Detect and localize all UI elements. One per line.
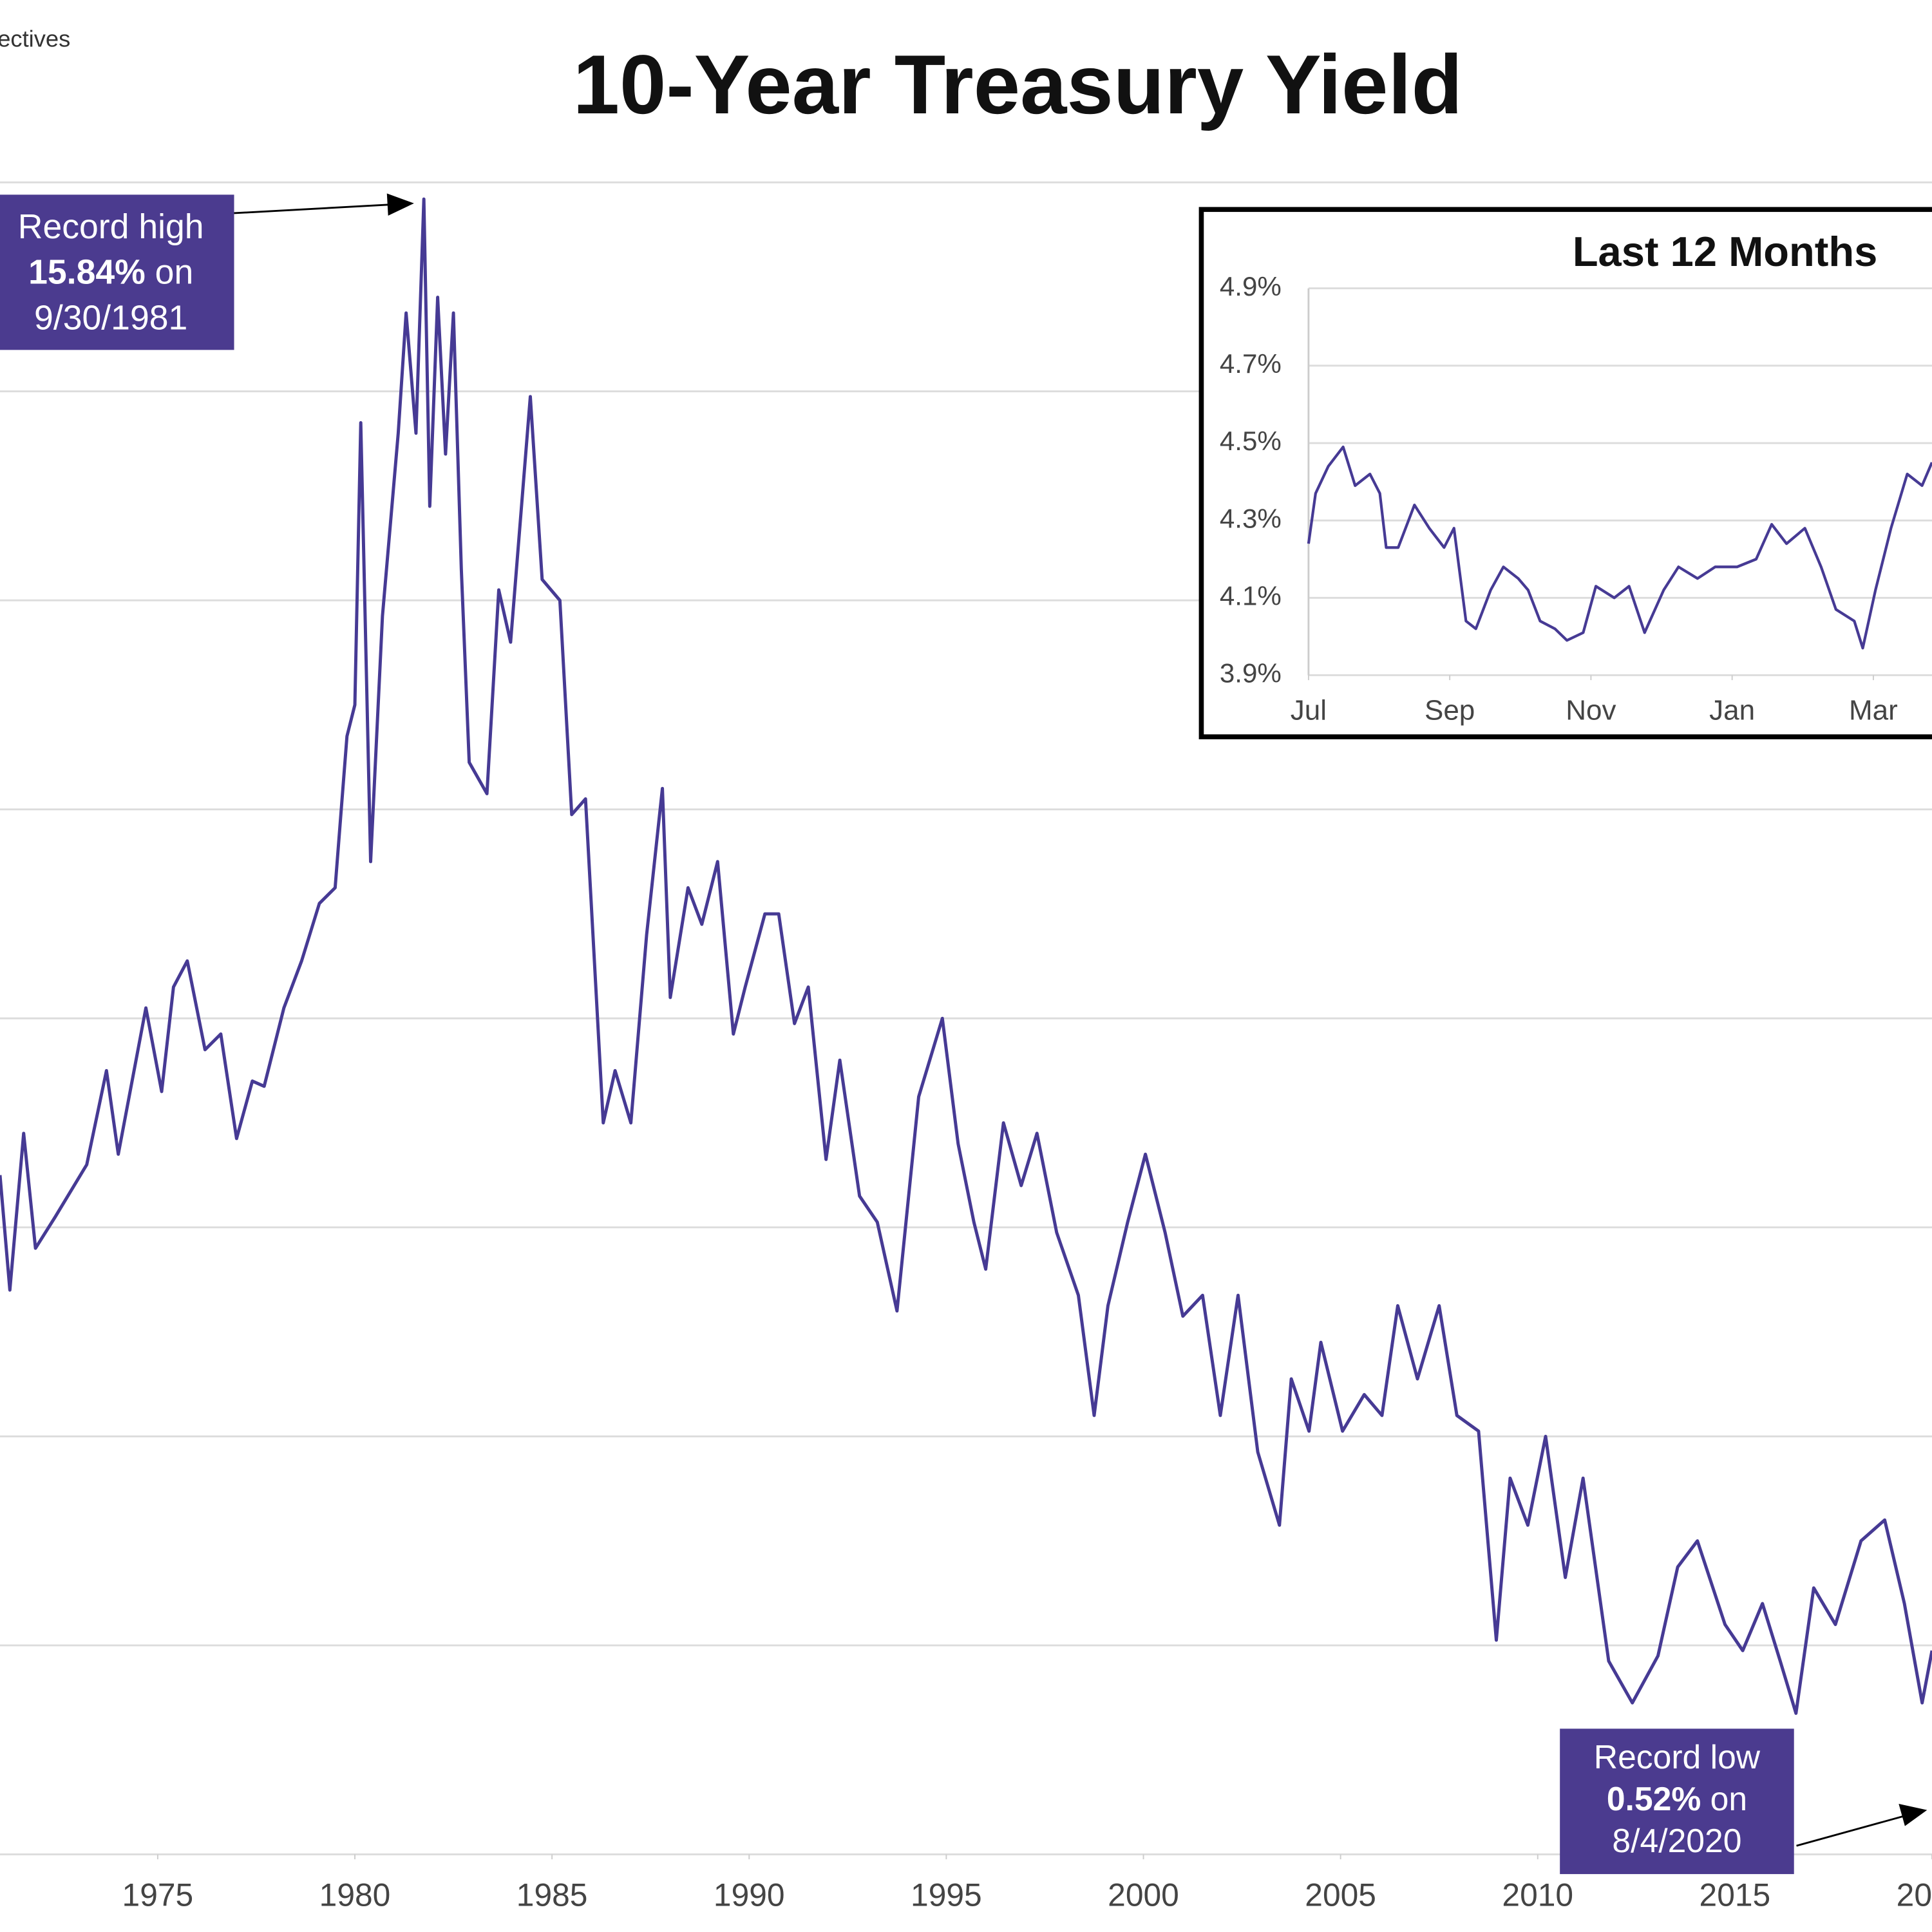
main-plot: 1975 1980 1985 1990 1995 2000 2005 2010 2015 2020: [0, 181, 1932, 1913]
annotation-value: 0.52%: [1607, 1780, 1701, 1817]
x-tick-label: 1975: [122, 1877, 194, 1913]
x-tick-label: 1995: [911, 1877, 982, 1913]
annotation-date: 8/4/2020: [1612, 1822, 1741, 1859]
annotation-arrow: [234, 204, 392, 214]
data-line: [1307, 445, 1932, 650]
annotation-text: on: [1710, 1780, 1747, 1817]
x-tick-label: 1980: [319, 1877, 391, 1913]
chart-title: 10-Year Treasury Yield: [573, 37, 1463, 131]
x-tick-label: Sep: [1425, 694, 1475, 726]
x-tick-label: Jul: [1291, 694, 1327, 726]
y-tick-label: 4.1%: [1220, 580, 1282, 611]
annotation-box: [1560, 1728, 1794, 1875]
y-tick-label: 3.9%: [1220, 658, 1282, 688]
annotation-text: 15.84% on: [28, 254, 193, 292]
y-tick-label: 4.9%: [1220, 271, 1282, 301]
arrow-head: [1899, 1804, 1927, 1826]
x-tick-label: 2005: [1305, 1877, 1376, 1913]
annotation-text: Record high: [18, 208, 204, 246]
x-tick-label: Nov: [1566, 694, 1616, 726]
annotation-text: 0.52% on: [1607, 1780, 1747, 1817]
x-tick-label: 1990: [714, 1877, 785, 1913]
annotation-box: [0, 194, 234, 350]
y-tick-label: 4.5%: [1220, 426, 1282, 456]
source-text: ectives: [0, 26, 70, 52]
data-line: [0, 197, 1932, 1715]
x-tick-label: 1985: [516, 1877, 588, 1913]
inset-title: Last 12 Months: [1573, 228, 1877, 275]
y-tick-label: 4.7%: [1220, 348, 1282, 379]
annotation-text: Record low: [1594, 1738, 1761, 1776]
x-tick-label: 2020: [1897, 1877, 1932, 1913]
arrow-head: [386, 193, 414, 216]
y-tick-label: 4.3%: [1220, 503, 1282, 533]
inset-plot: 3.9% 4.1% 4.3% 4.5% 4.7% 4.9% Jul Sep Nov Jan Mar: [1220, 271, 1932, 726]
x-tick-label: 2015: [1700, 1877, 1771, 1913]
x-tick-label: Mar: [1849, 694, 1898, 726]
inset-frame: [1198, 207, 1932, 739]
x-tick-label: 2010: [1502, 1877, 1573, 1913]
annotation-value: 15.84%: [28, 254, 146, 292]
annotation-date: 9/30/1981: [34, 299, 187, 337]
x-tick-label: Jan: [1709, 694, 1755, 726]
x-tick-label: 2000: [1108, 1877, 1179, 1913]
annotation-text: on: [155, 254, 194, 292]
annotation-arrow: [1796, 1815, 1904, 1847]
